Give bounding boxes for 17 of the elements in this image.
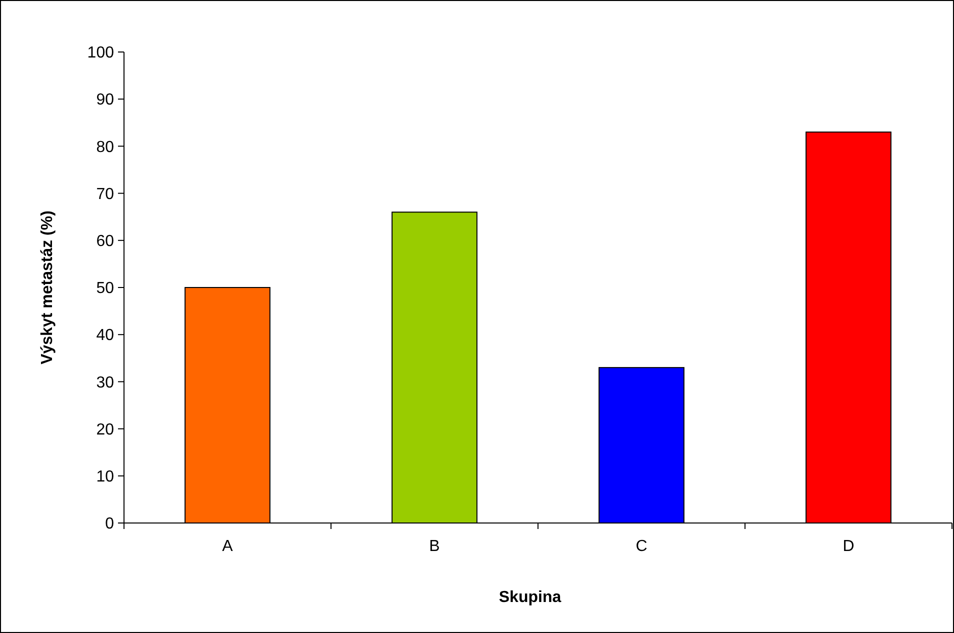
y-tick-label: 90 [96,92,114,109]
x-axis-title: Skupina [498,589,562,606]
y-tick-label: 100 [87,44,114,62]
y-tick-label: 40 [96,327,114,344]
y-tick-label: 20 [96,421,114,438]
x-tick-label: A [222,538,234,555]
x-tick-label: B [429,538,440,555]
y-tick-label: 70 [96,186,114,203]
x-tick-label: C [636,538,648,555]
y-tick-label: 30 [96,374,114,392]
y-tick-label: 60 [96,233,114,250]
x-tick-label: D [842,538,854,555]
y-tick-label: 10 [96,468,114,486]
y-axis-title: Výskyt metastáz (%) [39,210,56,364]
y-tick-label: 80 [96,138,114,156]
y-tick-label: 0 [105,516,114,533]
y-tick-label: 50 [96,280,114,298]
